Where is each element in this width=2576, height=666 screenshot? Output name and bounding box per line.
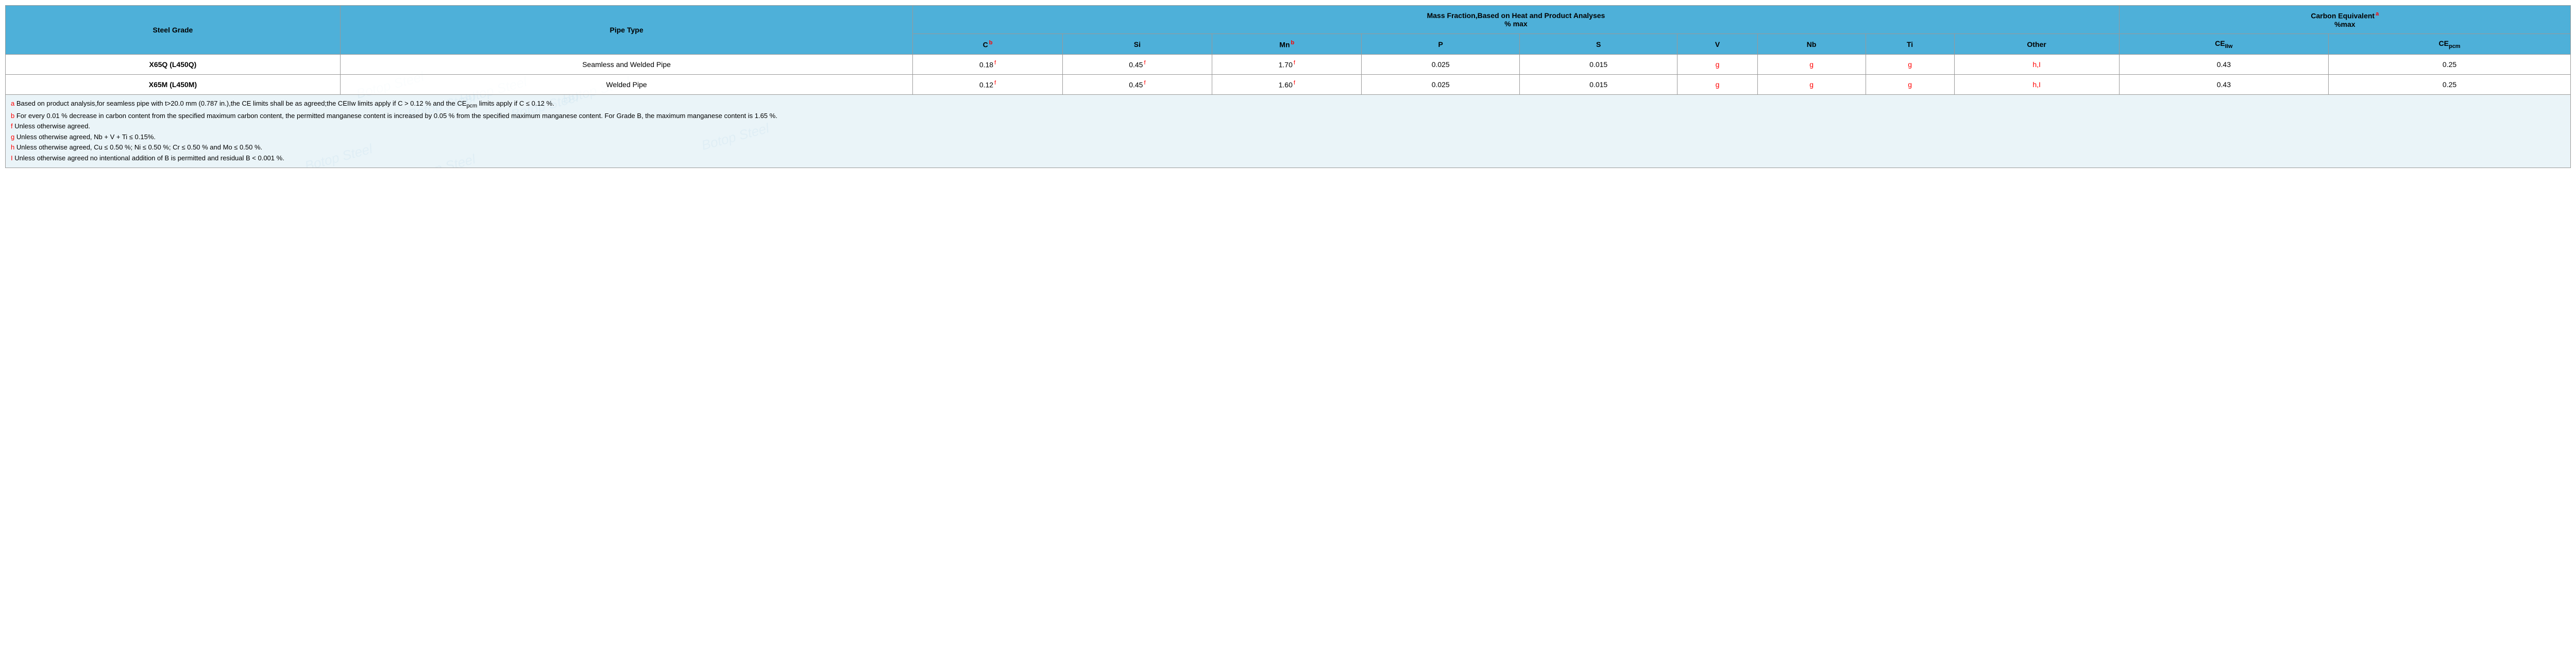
cell-pipe: Seamless and Welded Pipe [340, 55, 912, 75]
th-other: Other [1954, 34, 2119, 55]
cell-si: 0.45f [1062, 75, 1212, 95]
mass-fraction-title: Mass Fraction,Based on Heat and Product … [1427, 11, 1605, 20]
fn-h-text: Unless otherwise agreed, Cu ≤ 0.50 %; Ni… [14, 143, 262, 151]
cell-v: g [1677, 75, 1757, 95]
table-container: Botop Steel Botop Steel Botop Steel Boto… [5, 5, 2571, 168]
carbon-equiv-sub: %max [2334, 20, 2355, 28]
ce-iiw-label: CE [2215, 39, 2225, 47]
cell-ce-iiw: 0.43 [2119, 75, 2329, 95]
cell-c: 0.18f [913, 55, 1062, 75]
cell-s: 0.015 [1519, 55, 1677, 75]
footnote-h: h Unless otherwise agreed, Cu ≤ 0.50 %; … [11, 142, 2565, 153]
fn-g-text: Unless otherwise agreed, Nb + V + Ti ≤ 0… [14, 133, 156, 141]
cell-grade: X65Q (L450Q) [6, 55, 341, 75]
table-row: X65Q (L450Q)Seamless and Welded Pipe0.18… [6, 55, 2571, 75]
th-s: S [1519, 34, 1677, 55]
footnote-i: I Unless otherwise agreed no intentional… [11, 153, 2565, 163]
th-v: V [1677, 34, 1757, 55]
ce-pcm-label: CE [2439, 39, 2449, 47]
carbon-equiv-sup: a [2376, 11, 2379, 17]
cell-mn: 1.60f [1212, 75, 1362, 95]
carbon-equiv-title: Carbon Equivalent [2311, 12, 2375, 20]
fn-b-text: For every 0.01 % decrease in carbon cont… [14, 112, 777, 120]
ce-iiw-sub: IIw [2225, 43, 2233, 49]
th-ce-pcm: CEpcm [2329, 34, 2571, 55]
th-mass-fraction: Mass Fraction,Based on Heat and Product … [913, 6, 2119, 34]
cell-other: h,I [1954, 75, 2119, 95]
cell-v: g [1677, 55, 1757, 75]
table-row: X65M (L450M)Welded Pipe0.12f0.45f1.60f0.… [6, 75, 2571, 95]
footnote-g: g Unless otherwise agreed, Nb + V + Ti ≤… [11, 132, 2565, 142]
footnotes: a Based on product analysis,for seamless… [5, 95, 2571, 169]
th-nb: Nb [1757, 34, 1866, 55]
cell-ti: g [1866, 55, 1954, 75]
th-mn-label: Mn [1279, 40, 1290, 48]
fn-f-text: Unless otherwise agreed. [13, 122, 90, 130]
cell-s: 0.015 [1519, 75, 1677, 95]
fn-i-text: Unless otherwise agreed no intentional a… [13, 154, 284, 162]
footnote-b: b For every 0.01 % decrease in carbon co… [11, 111, 2565, 121]
th-pipe-type: Pipe Type [340, 6, 912, 55]
cell-other: h,I [1954, 55, 2119, 75]
th-mn-sup: b [1291, 40, 1295, 46]
cell-grade: X65M (L450M) [6, 75, 341, 95]
cell-ce-pcm: 0.25 [2329, 75, 2571, 95]
footnote-a: a Based on product analysis,for seamless… [11, 98, 2565, 110]
th-steel-grade: Steel Grade [6, 6, 341, 55]
th-c-sup: b [989, 40, 993, 46]
th-ti: Ti [1866, 34, 1954, 55]
th-mn: Mnb [1212, 34, 1362, 55]
cell-nb: g [1757, 55, 1866, 75]
mass-fraction-sub: % max [1504, 20, 1527, 28]
cell-pipe: Welded Pipe [340, 75, 912, 95]
cell-ti: g [1866, 75, 1954, 95]
th-c-label: C [983, 40, 988, 48]
cell-ce-iiw: 0.43 [2119, 55, 2329, 75]
table-body: X65Q (L450Q)Seamless and Welded Pipe0.18… [6, 55, 2571, 94]
footnote-f: f Unless otherwise agreed. [11, 121, 2565, 131]
th-carbon-equiv: Carbon Equivalenta %max [2119, 6, 2570, 34]
fn-a-text2: limits apply if C ≤ 0.12 %. [477, 99, 554, 107]
cell-mn: 1.70f [1212, 55, 1362, 75]
cell-ce-pcm: 0.25 [2329, 55, 2571, 75]
th-p: P [1362, 34, 1519, 55]
th-si: Si [1062, 34, 1212, 55]
ce-pcm-sub: pcm [2449, 43, 2461, 49]
th-ce-iiw: CEIIw [2119, 34, 2329, 55]
cell-p: 0.025 [1362, 55, 1519, 75]
cell-p: 0.025 [1362, 75, 1519, 95]
th-c: Cb [913, 34, 1062, 55]
cell-c: 0.12f [913, 75, 1062, 95]
cell-si: 0.45f [1062, 55, 1212, 75]
fn-a-pcm: pcm [466, 103, 477, 109]
fn-a-text: Based on product analysis,for seamless p… [14, 99, 466, 107]
spec-table: Steel Grade Pipe Type Mass Fraction,Base… [5, 5, 2571, 95]
cell-nb: g [1757, 75, 1866, 95]
